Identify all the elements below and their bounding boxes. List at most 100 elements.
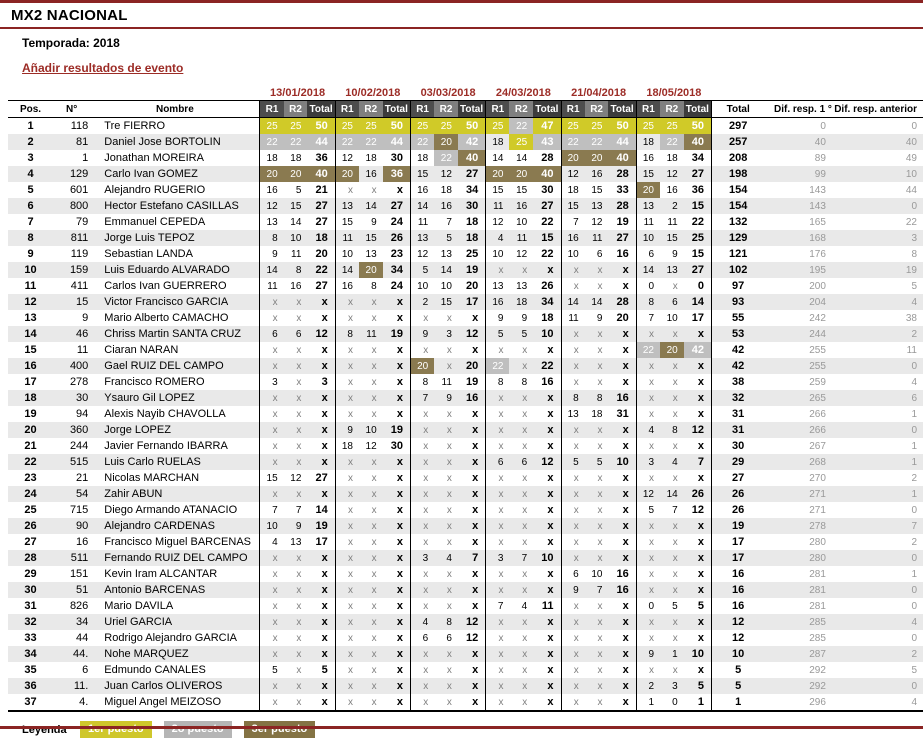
event-total-cell: 34 — [390, 264, 403, 276]
overall-total-cell: 38 — [732, 376, 745, 388]
event-total-cell: 19 — [315, 520, 328, 532]
race-result-cell: x — [597, 600, 603, 612]
race-result-cell: x — [259, 646, 284, 662]
race-result-cell: 8 — [371, 280, 377, 292]
event-total-cell: 28 — [616, 168, 629, 180]
event-total-cell: x — [396, 648, 403, 660]
race-result-cell: 3 — [409, 550, 435, 566]
dif-first-cell: 255 — [809, 360, 826, 372]
race-result-cell: 18 — [440, 184, 452, 196]
event-total-cell: 36 — [683, 182, 713, 198]
race-result-cell: x — [409, 566, 435, 582]
race-result-cell: 9 — [371, 216, 377, 228]
race-result-cell: 14 — [334, 262, 359, 278]
top-divider — [0, 0, 923, 3]
rider-number-cell: 119 — [70, 248, 89, 260]
table-row: 13 9 Mario Alberto CAMACHO x x x x x x x x x 9 9 18 11 9… — [8, 310, 923, 326]
dif-first-cell: 285 — [809, 632, 826, 644]
race-result-cell: x — [522, 264, 528, 276]
race-result-cell: x — [371, 472, 377, 484]
race-result-cell: 3 — [635, 454, 660, 470]
race-result-cell: 12 — [334, 150, 359, 166]
event-total-cell: x — [622, 552, 629, 564]
event-total-cell: 22 — [541, 216, 554, 228]
dif-previous-cell: 2 — [911, 472, 917, 484]
race-result-cell: x — [259, 310, 284, 326]
dif-previous-cell: 1 — [911, 456, 917, 468]
race-result-cell: x — [358, 694, 383, 712]
race-result-cell: 11 — [441, 376, 452, 388]
race-result-cell: x — [446, 344, 452, 356]
dif-previous-cell: 0 — [911, 600, 917, 612]
event-total-cell: 43 — [533, 134, 561, 150]
race-result-cell: 14 — [666, 488, 678, 500]
event-total-cell: 27 — [683, 166, 713, 182]
dif-first-cell: 89 — [814, 152, 826, 164]
race-result-cell: 13 — [409, 230, 435, 246]
overall-total-cell: 16 — [732, 568, 745, 580]
dif-first-cell: 266 — [809, 408, 826, 420]
event-total-cell: 12 — [465, 632, 479, 644]
race-result-cell: 18 — [635, 134, 660, 150]
race-result-cell: x — [485, 342, 510, 358]
race-result-cell: x — [597, 376, 603, 388]
rider-name-cell: Jorge LOPEZ — [104, 424, 171, 436]
event-total-cell: 18 — [315, 232, 328, 244]
race-result-cell: x — [446, 600, 452, 612]
race-result-cell: x — [485, 486, 510, 502]
table-row: 5 601 Alejandro RUGERIO 16 5 21 x x x 16 18 34 15 15 3… — [8, 182, 923, 198]
event-date-5: 21/04/2018 — [561, 86, 637, 101]
event-total-cell: x — [622, 504, 629, 516]
col-header-pos: Pos. — [8, 100, 53, 118]
race-result-cell: 16 — [591, 168, 603, 180]
race-result-cell: 11 — [667, 216, 678, 228]
dif-previous-cell: 4 — [911, 376, 917, 388]
race-result-cell: x — [597, 488, 603, 500]
race-result-cell: 7 — [596, 584, 603, 596]
race-result-cell: x — [560, 262, 585, 278]
event-total-cell: x — [472, 536, 479, 548]
dif-previous-cell: 10 — [905, 168, 917, 180]
race-result-cell: 25 — [334, 117, 359, 134]
table-row: 27 16 Francisco Miguel BARCENAS 4 13 17 x x x x x x… — [8, 534, 923, 550]
race-result-cell: x — [597, 632, 603, 644]
race-result-cell: 14 — [635, 262, 660, 278]
dif-previous-cell: 0 — [911, 584, 917, 596]
race-result-cell: x — [259, 454, 284, 470]
rider-name-cell: Emmanuel CEPEDA — [104, 216, 206, 228]
race-result-cell: 25 — [509, 134, 534, 150]
race-result-cell: x — [522, 392, 528, 404]
position-cell: 21 — [24, 440, 37, 452]
rider-number-cell: 81 — [76, 136, 89, 148]
race-result-cell: 22 — [334, 134, 359, 150]
rider-name-cell: Mario Alberto CAMACHO — [104, 312, 229, 324]
event-total-cell: x — [396, 456, 403, 468]
race-result-cell: x — [334, 630, 359, 646]
col-header-r2: R2 — [434, 100, 458, 118]
race-result-cell: 13 — [440, 248, 452, 260]
table-body: 1 118 Tre FIERRO 25 25 50 25 25 50 25 25 50 25 22 47 25… — [8, 117, 923, 712]
event-total-cell: x — [622, 536, 629, 548]
race-result-cell: 10 — [334, 246, 359, 262]
race-result-cell: x — [522, 632, 528, 644]
race-result-cell: x — [409, 662, 435, 678]
table-row: 19 94 Alexis Nayib CHAVOLLA x x x x x x x x x x x x 13 1… — [8, 406, 923, 422]
rider-number-cell: 360 — [69, 424, 89, 436]
race-result-cell: 18 — [560, 182, 585, 198]
race-result-cell: x — [409, 438, 435, 454]
overall-total-cell: 121 — [729, 248, 748, 260]
event-total-cell: 10 — [541, 328, 554, 340]
table-row: 34 44. Nohe MARQUEZ x x x x x x x x x x x x x x x 9 1 10 10 28… — [8, 646, 923, 662]
race-result-cell: 10 — [635, 230, 660, 246]
add-event-results-link[interactable]: Añadir resultados de evento — [22, 61, 184, 75]
dif-previous-cell: 3 — [911, 232, 917, 244]
table-row: 24 54 Zahir ABUN x x x x x x x x x x x x x x x 12 14 26 26 271… — [8, 486, 923, 502]
race-result-cell: 3 — [259, 374, 284, 390]
race-result-cell: 7 — [446, 216, 452, 228]
race-result-cell: 22 — [584, 134, 609, 150]
rider-number-cell: 11. — [73, 680, 89, 692]
dif-first-cell: 265 — [809, 392, 826, 404]
event-date-1: 13/01/2018 — [259, 86, 336, 101]
legend-first-place-badge: 1er puesto — [80, 721, 152, 738]
overall-total-cell: 53 — [732, 328, 745, 340]
